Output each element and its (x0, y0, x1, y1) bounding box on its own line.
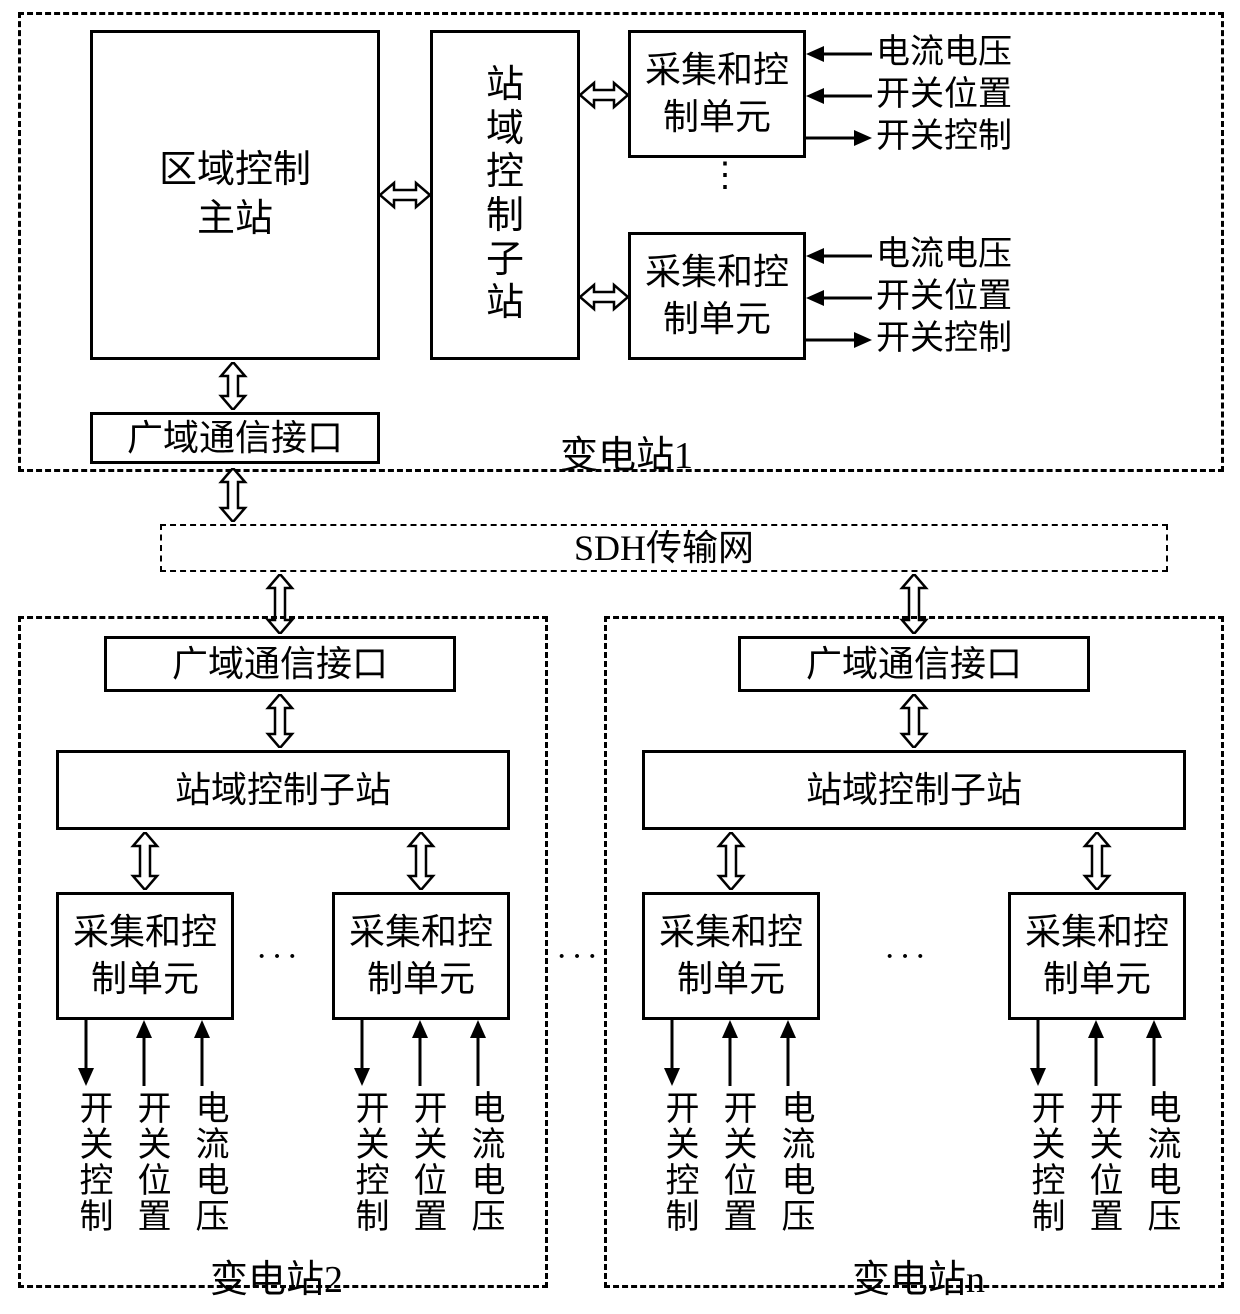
station1-collect-bottom: 采集和控 制单元 (628, 232, 806, 360)
st1-top-sig3-arrow (806, 128, 872, 148)
stN-c2-in1-lbl: 开关位置 (1078, 1090, 1127, 1234)
stationN-c2: 采集和控 制单元 (1008, 892, 1186, 1020)
station1-wan: 广域通信接口 (90, 412, 380, 464)
station2-sub-label: 站域控制子站 (175, 767, 391, 814)
st1-top-sig2-arrow (806, 86, 872, 106)
st1-bot-sig2-arrow (806, 288, 872, 308)
sdh-label: SDH传输网 (574, 525, 754, 572)
arrow-master-wan (218, 362, 248, 410)
stN-c2-in2-lbl: 电流电压 (1136, 1090, 1185, 1234)
stations-dots: ··· (556, 938, 602, 976)
stN-c1-out-lbl: 开关控制 (654, 1090, 703, 1234)
st2-c1-in1 (134, 1020, 154, 1086)
st1-bot-sig2: 开关位置 (876, 276, 1012, 319)
station1-collect-bottom-label: 采集和控 制单元 (645, 249, 789, 343)
station1-collect-dots: ⋮ (708, 166, 742, 186)
st2-c1-in1-lbl: 开关位置 (126, 1090, 175, 1234)
station1-subctrl: 站 域 控 制 子 站 (430, 30, 580, 360)
stN-c1-out (662, 1020, 682, 1086)
station1-master-label: 区域控制 主站 (159, 146, 311, 245)
st1-top-sig1: 电流电压 (876, 32, 1012, 75)
stN-c2-in2 (1144, 1020, 1164, 1086)
stN-c1-in2-lbl: 电流电压 (770, 1090, 819, 1234)
station2-c2: 采集和控 制单元 (332, 892, 510, 1020)
stationN-dots: ··· (884, 938, 930, 976)
st1-top-sig1-arrow (806, 44, 872, 64)
stN-c2-out (1028, 1020, 1048, 1086)
arrow-stN-sub-c1 (716, 832, 746, 890)
arrow-st2-sub-c2 (406, 832, 436, 890)
station2-c1: 采集和控 制单元 (56, 892, 234, 1020)
stN-c1-in1-lbl: 开关位置 (712, 1090, 761, 1234)
stationN-title: 变电站n (852, 1248, 985, 1303)
sdh-box: SDH传输网 (160, 524, 1168, 572)
st1-bot-sig1-arrow (806, 246, 872, 266)
station2-c1-label: 采集和控 制单元 (73, 909, 217, 1003)
st1-bot-sig1: 电流电压 (876, 234, 1012, 277)
st2-c1-out (76, 1020, 96, 1086)
station1-collect-top-label: 采集和控 制单元 (645, 47, 789, 141)
st2-c1-in2-lbl: 电流电压 (184, 1090, 233, 1234)
stationN-sub: 站域控制子站 (642, 750, 1186, 830)
stationN-wan-label: 广域通信接口 (806, 641, 1022, 688)
st2-c1-out-lbl: 开关控制 (68, 1090, 117, 1234)
stN-c1-in1 (720, 1020, 740, 1086)
stN-c1-in2 (778, 1020, 798, 1086)
stationN-c2-label: 采集和控 制单元 (1025, 909, 1169, 1003)
arrow-st2-wan-sub (265, 694, 295, 748)
stN-c2-in1 (1086, 1020, 1106, 1086)
stationN-c1-label: 采集和控 制单元 (659, 909, 803, 1003)
station1-wan-label: 广域通信接口 (127, 415, 343, 462)
st2-c2-in2-lbl: 电流电压 (460, 1090, 509, 1234)
arrow-wan1-sdh (218, 468, 248, 522)
stationN-wan: 广域通信接口 (738, 636, 1090, 692)
arrow-st2-sub-c1 (130, 832, 160, 890)
stationN-c1: 采集和控 制单元 (642, 892, 820, 1020)
station1-subctrl-label: 站 域 控 制 子 站 (486, 64, 524, 326)
st2-c2-out-lbl: 开关控制 (344, 1090, 393, 1234)
st1-bot-sig3: 开关控制 (876, 318, 1012, 361)
diagram-canvas: 变电站1 区域控制 主站 站 域 控 制 子 站 采集和控 制单元 采集和控 制… (0, 0, 1240, 1314)
arrow-sub-collect2 (580, 282, 628, 312)
station2-wan-label: 广域通信接口 (172, 641, 388, 688)
station1-collect-top: 采集和控 制单元 (628, 30, 806, 158)
st1-top-sig2: 开关位置 (876, 74, 1012, 117)
arrow-stN-sub-c2 (1082, 832, 1112, 890)
station1-master: 区域控制 主站 (90, 30, 380, 360)
st2-c1-in2 (192, 1020, 212, 1086)
st2-c2-in2 (468, 1020, 488, 1086)
st2-c2-in1-lbl: 开关位置 (402, 1090, 451, 1234)
st2-c2-in1 (410, 1020, 430, 1086)
arrow-sub-collect1 (580, 80, 628, 110)
station2-dots: ··· (256, 938, 302, 976)
stN-c2-out-lbl: 开关控制 (1020, 1090, 1069, 1234)
st1-top-sig3: 开关控制 (876, 116, 1012, 159)
station1-title: 变电站1 (560, 424, 693, 479)
station2-c2-label: 采集和控 制单元 (349, 909, 493, 1003)
st2-c2-out (352, 1020, 372, 1086)
arrow-stN-wan-sub (899, 694, 929, 748)
station2-wan: 广域通信接口 (104, 636, 456, 692)
station2-sub: 站域控制子站 (56, 750, 510, 830)
stationN-sub-label: 站域控制子站 (806, 767, 1022, 814)
arrow-master-sub (380, 180, 430, 210)
st1-bot-sig3-arrow (806, 330, 872, 350)
station2-title: 变电站2 (210, 1248, 343, 1303)
